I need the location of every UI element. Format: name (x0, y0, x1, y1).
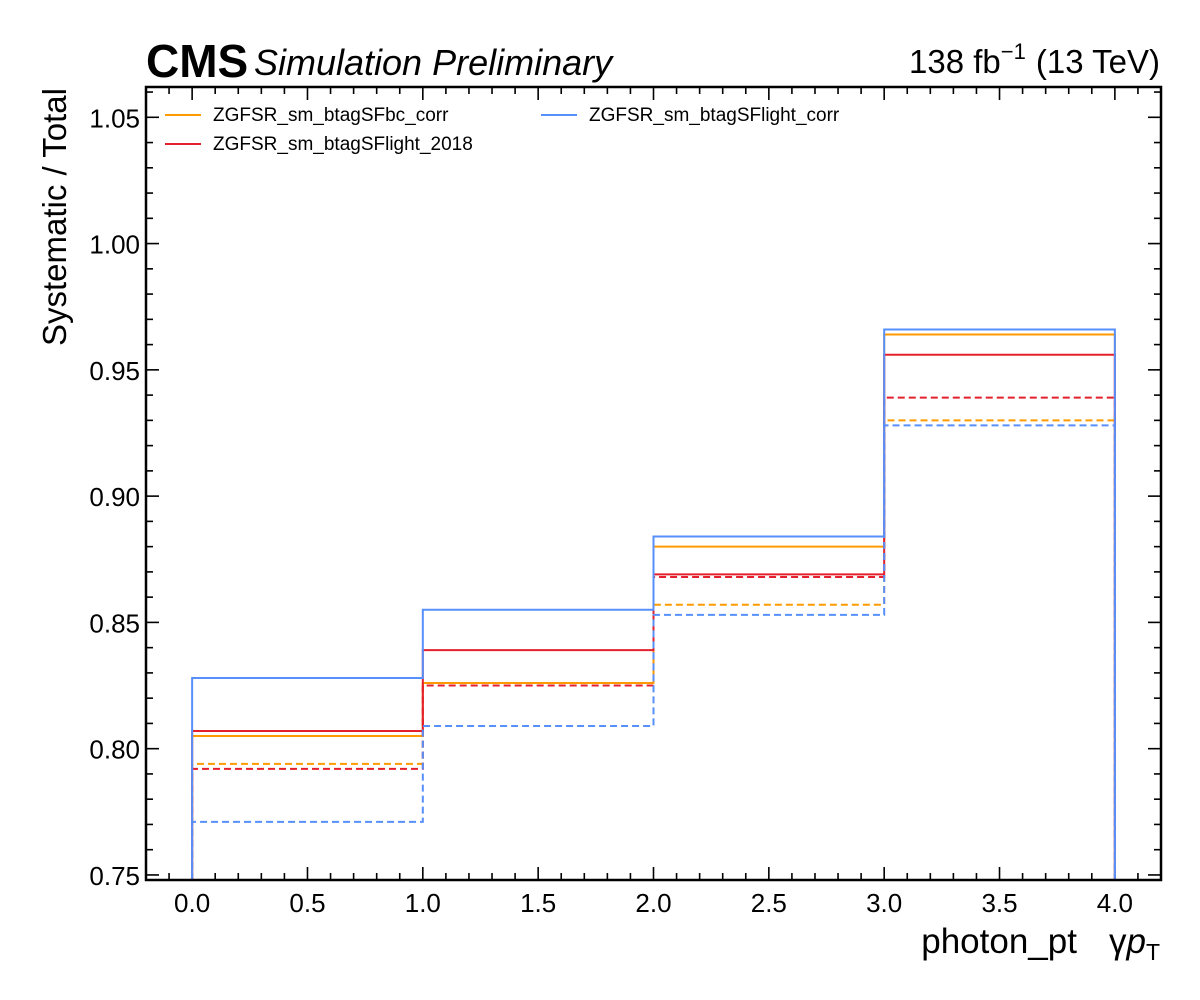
series-up-line (191, 328, 1116, 880)
legend-item: ZGFSR_sm_btagSFlight_2018 (165, 134, 473, 155)
y-tick-label: 1.00 (89, 230, 140, 260)
x-tick-label: 1.0 (405, 888, 441, 918)
series-up-line (191, 353, 1116, 880)
legend-label: ZGFSR_sm_btagSFbc_corr (213, 105, 449, 126)
axis-ticks: 0.0 0.5 1.0 1.5 2.0 2.5 3.0 3.5 4.0 0.75 0.80 0.85 0… (89, 87, 1161, 918)
x-tick-label: 0.5 (289, 888, 325, 918)
legend-label: ZGFSR_sm_btagSFlight_corr (589, 105, 840, 126)
x-tick-label: 0.0 (174, 888, 210, 918)
legend-item: ZGFSR_sm_btagSFbc_corr (165, 105, 449, 126)
x-tick-label: 3.0 (866, 888, 902, 918)
series-ZGFSR_sm_btagSFlight_2018 (191, 353, 1116, 880)
y-axis-label: Systematic / Total (36, 88, 73, 346)
x-tick-label: 4.0 (1097, 888, 1133, 918)
energy-label: (13 TeV) (1036, 43, 1160, 80)
x-axis-label-symbol: γ (1109, 922, 1127, 961)
cms-label: CMS (146, 35, 248, 87)
x-tick-label: 2.5 (751, 888, 787, 918)
series-down-line (191, 424, 1116, 880)
lumi-exponent: −1 (1001, 39, 1026, 64)
x-tick-label: 3.5 (981, 888, 1017, 918)
x-axis-label: photon_pt γpT (921, 922, 1160, 965)
legend: ZGFSR_sm_btagSFbc_corr ZGFSR_sm_btagSFlig… (165, 105, 840, 155)
y-tick-label: 0.80 (89, 735, 140, 765)
y-tick-label: 0.85 (89, 608, 140, 638)
x-axis-label-var: p (1125, 922, 1145, 961)
x-tick-label: 1.5 (520, 888, 556, 918)
legend-label: ZGFSR_sm_btagSFlight_2018 (213, 134, 473, 155)
plot-series (191, 328, 1116, 880)
x-axis-label-sub: T (1146, 939, 1160, 965)
luminosity-label: 138 fb−1 (13 TeV) (909, 39, 1160, 80)
x-axis-label-main: photon_pt (921, 922, 1077, 961)
simulation-status-label: Simulation Preliminary (254, 42, 614, 83)
series-ZGFSR_sm_btagSFlight_corr (191, 328, 1116, 880)
plot-frame (144, 85, 1163, 882)
lumi-value: 138 fb (909, 43, 1001, 80)
y-tick-label: 0.90 (89, 482, 140, 512)
y-tick-label: 1.05 (89, 103, 140, 133)
y-tick-label: 0.75 (89, 861, 140, 891)
x-tick-label: 2.0 (635, 888, 671, 918)
legend-item: ZGFSR_sm_btagSFlight_corr (541, 105, 840, 126)
y-tick-label: 0.95 (89, 356, 140, 386)
